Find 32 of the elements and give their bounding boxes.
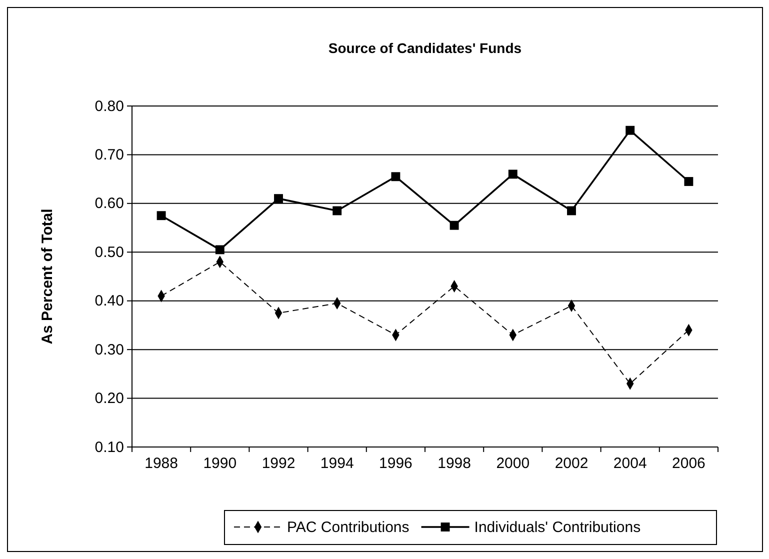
point	[626, 126, 635, 135]
point	[332, 206, 342, 216]
x-tick-label: 2004	[613, 455, 647, 472]
legend-label: PAC Contributions	[287, 519, 410, 536]
x-tick-label: 2000	[496, 455, 530, 472]
point	[215, 245, 224, 254]
x-tick-label: 1994	[320, 455, 354, 472]
point	[508, 170, 518, 179]
x-tick-label: 2002	[554, 455, 588, 472]
y-tick-label: 0.70	[94, 146, 124, 164]
y-axis-title: As Percent of Total	[39, 208, 56, 344]
chart-title: Source of Candidates' Funds	[328, 40, 522, 56]
x-tick-label: 1998	[438, 455, 471, 472]
x-tick-label: 1988	[144, 455, 178, 472]
y-tick-label: 0.30	[94, 341, 124, 358]
y-tick-label: 0.20	[94, 390, 124, 408]
point	[450, 220, 459, 230]
y-tick-label: 0.40	[94, 292, 124, 310]
y-tick-label: 0.50	[94, 244, 124, 261]
y-tick-label: 0.80	[94, 98, 124, 115]
point	[391, 172, 400, 182]
x-tick-label: 1990	[203, 455, 237, 472]
legend-label: Individuals' Contributions	[474, 519, 641, 536]
x-tick-label: 1996	[379, 455, 412, 472]
point	[684, 177, 694, 186]
x-tick-label: 1992	[262, 455, 296, 472]
point	[567, 206, 576, 216]
x-tick-label: 2006	[672, 455, 706, 472]
point	[274, 194, 283, 204]
y-tick-label: 0.10	[94, 438, 124, 456]
y-tick-label: 0.60	[94, 195, 124, 212]
point	[156, 211, 166, 220]
